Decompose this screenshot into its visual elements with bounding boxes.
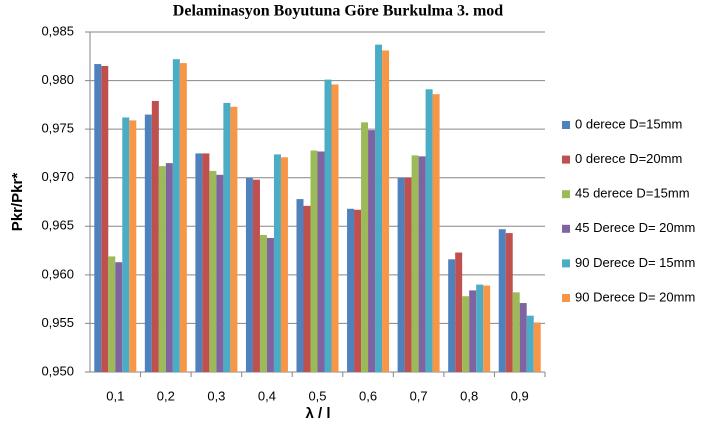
bar bbox=[165, 163, 173, 372]
bar bbox=[245, 177, 253, 372]
bar bbox=[101, 66, 109, 372]
y-tick-label: 0,955 bbox=[41, 315, 74, 330]
bar bbox=[280, 157, 288, 372]
bar bbox=[368, 130, 376, 372]
bar bbox=[397, 177, 405, 372]
x-tick-label: 0,9 bbox=[511, 388, 529, 403]
bar bbox=[505, 233, 513, 372]
legend-label: 0 derece D=15mm bbox=[575, 116, 682, 131]
y-tick-label: 0,950 bbox=[41, 363, 74, 378]
bar bbox=[202, 153, 210, 372]
x-tick-label: 0,1 bbox=[106, 388, 124, 403]
x-tick-label: 0,2 bbox=[157, 388, 175, 403]
legend-swatch bbox=[562, 121, 570, 129]
bar bbox=[455, 252, 463, 372]
bar bbox=[122, 117, 130, 372]
legend-swatch bbox=[562, 190, 570, 199]
bar bbox=[404, 177, 412, 372]
x-tick-label: 0,3 bbox=[207, 388, 225, 403]
bar bbox=[476, 284, 484, 372]
bar bbox=[533, 322, 541, 372]
bar bbox=[324, 79, 332, 372]
bar bbox=[195, 153, 203, 372]
bar bbox=[296, 199, 304, 372]
bar bbox=[382, 50, 390, 372]
legend-label: 90 Derece D= 15mm bbox=[575, 255, 695, 270]
y-tick-label: 0,980 bbox=[41, 72, 74, 87]
bar bbox=[259, 235, 267, 372]
bar bbox=[158, 166, 166, 372]
bar bbox=[223, 102, 231, 373]
bar bbox=[411, 155, 419, 372]
bar bbox=[266, 237, 274, 372]
bar bbox=[94, 64, 102, 373]
bar bbox=[129, 120, 137, 373]
y-axis-label: Pkr/Pkr* bbox=[9, 173, 26, 232]
bar bbox=[347, 208, 355, 372]
legend-swatch bbox=[562, 259, 570, 268]
legend-label: 45 Derece D= 20mm bbox=[575, 220, 695, 235]
y-tick-label: 0,960 bbox=[41, 266, 74, 281]
bar bbox=[179, 63, 187, 372]
bar bbox=[144, 114, 152, 373]
y-tick-label: 0,970 bbox=[41, 169, 74, 184]
bar bbox=[273, 154, 281, 372]
bar bbox=[432, 94, 440, 373]
bar bbox=[151, 100, 159, 372]
x-tick-label: 0,5 bbox=[308, 388, 326, 403]
y-tick-label: 0,965 bbox=[41, 218, 74, 233]
x-tick-label: 0,6 bbox=[359, 388, 377, 403]
legend-swatch bbox=[562, 294, 570, 302]
bar bbox=[483, 285, 491, 372]
bar bbox=[448, 259, 456, 372]
bar bbox=[216, 174, 224, 372]
bar bbox=[310, 150, 318, 372]
y-tick-label: 0,985 bbox=[41, 23, 74, 38]
bar bbox=[462, 296, 470, 372]
bar bbox=[526, 315, 534, 372]
bar bbox=[512, 292, 520, 372]
bar bbox=[317, 151, 325, 372]
bar bbox=[354, 209, 362, 372]
bar bbox=[418, 156, 426, 372]
bar bbox=[469, 290, 477, 372]
bar bbox=[498, 229, 506, 372]
bar bbox=[115, 262, 123, 372]
legend-swatch bbox=[562, 224, 570, 233]
bar bbox=[425, 89, 433, 373]
bar bbox=[303, 205, 311, 372]
x-axis-label: λ / l bbox=[305, 405, 330, 422]
bar bbox=[230, 106, 238, 373]
x-tick-label: 0,8 bbox=[460, 388, 478, 403]
bar bbox=[252, 179, 260, 372]
y-tick-label: 0,975 bbox=[41, 121, 74, 136]
x-tick-label: 0,7 bbox=[410, 388, 428, 403]
bar bbox=[108, 256, 116, 372]
bar bbox=[375, 44, 383, 372]
bar bbox=[172, 59, 180, 372]
legend-label: 0 derece D=20mm bbox=[575, 151, 682, 166]
bar bbox=[361, 122, 369, 372]
x-tick-label: 0,4 bbox=[258, 388, 276, 403]
bar bbox=[331, 84, 339, 372]
legend-label: 45 derece D=15mm bbox=[575, 186, 690, 201]
bar bbox=[209, 170, 217, 372]
legend-label: 90 Derece D= 20mm bbox=[575, 289, 695, 304]
legend-swatch bbox=[562, 155, 570, 164]
bar bbox=[519, 303, 527, 372]
chart-title: Delaminasyon Boyutuna Göre Burkulma 3. m… bbox=[173, 3, 504, 20]
